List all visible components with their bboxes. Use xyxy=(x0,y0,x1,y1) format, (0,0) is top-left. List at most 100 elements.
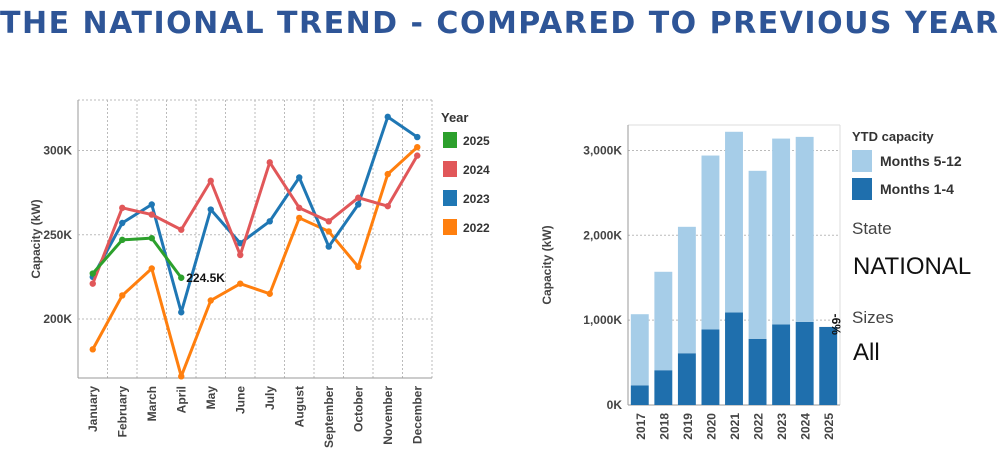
legend-swatch-months-5-12 xyxy=(852,150,872,172)
point-2024-november xyxy=(384,202,391,210)
point-2023-october xyxy=(355,201,362,208)
x-tick-label: 2017 xyxy=(634,413,648,440)
bar-2021-months-1-4 xyxy=(725,312,743,405)
point-2022-august xyxy=(296,214,303,222)
bar-2025-months-1-4 xyxy=(819,326,838,405)
bar-chart-y-ticks: 0K 1,000K 2,000K 3,000K xyxy=(583,143,622,412)
bar-chart-x-ticks: 2017 2018 2019 2020 2021 2022 2023 2024 2025 xyxy=(634,413,836,440)
y-tick-label: 250K xyxy=(43,228,72,242)
series-line-2024 xyxy=(91,154,419,285)
bar-chart-y-axis-title: Capacity (kW) xyxy=(540,225,554,304)
point-2024-september xyxy=(325,218,332,225)
bar-2023-months-5-12 xyxy=(772,138,791,325)
point-2024-march xyxy=(148,211,155,218)
point-2023-june xyxy=(237,240,244,247)
x-tick-label: 2021 xyxy=(728,413,742,440)
x-tick-label: 2025 xyxy=(822,413,836,440)
point-2022-january xyxy=(89,346,96,353)
point-2023-september xyxy=(325,243,332,250)
x-tick-label: 2018 xyxy=(657,413,671,440)
bar-chart-gridlines xyxy=(627,124,841,406)
x-tick-label: August xyxy=(292,386,306,427)
bar-2017-months-1-4 xyxy=(630,385,649,405)
x-tick-label: October xyxy=(351,386,365,432)
point-2025-february xyxy=(119,236,126,244)
series-line-2025 xyxy=(91,236,183,279)
legend-label: 2025 xyxy=(463,134,490,148)
point-2023-march xyxy=(148,201,155,208)
point-2023-november xyxy=(384,113,391,121)
point-2024-january xyxy=(89,280,96,287)
bar-2021-months-5-12 xyxy=(725,131,743,313)
point-2024-august xyxy=(296,204,303,212)
bar-chart-legend: YTD capacity Months 5-12 Months 1-4 xyxy=(852,129,962,200)
point-2024-june xyxy=(237,251,244,259)
legend-swatch-2022 xyxy=(443,219,457,235)
x-tick-label: January xyxy=(86,386,100,432)
point-2023-july xyxy=(266,218,273,225)
x-tick-label: May xyxy=(204,386,218,410)
filter-panel: State NATIONAL Sizes All xyxy=(852,219,971,366)
bar-chart-bars xyxy=(630,131,838,405)
point-2024-december xyxy=(414,152,421,159)
filter-label-state: State xyxy=(852,219,892,238)
x-tick-label: March xyxy=(145,386,159,421)
y-tick-label: 200K xyxy=(43,312,72,326)
point-2022-december xyxy=(414,143,421,151)
x-tick-label: December xyxy=(410,386,424,444)
legend-label: 2024 xyxy=(463,163,490,177)
point-2023-august xyxy=(296,174,303,181)
x-tick-label: February xyxy=(115,386,129,438)
legend-label: 2023 xyxy=(463,192,490,206)
y-tick-label: 3,000K xyxy=(583,143,622,157)
bar-2024-months-5-12 xyxy=(795,136,814,322)
point-2022-february xyxy=(119,292,126,299)
y-tick-label: 300K xyxy=(43,144,72,158)
filter-value-sizes: All xyxy=(853,339,880,366)
point-2022-october xyxy=(355,263,362,270)
bar-2017-months-5-12 xyxy=(630,314,649,386)
point-2022-july xyxy=(266,290,273,297)
point-2022-november xyxy=(384,170,391,178)
y-tick-label: 1,000K xyxy=(583,313,622,327)
filter-value-state: NATIONAL xyxy=(853,253,971,280)
x-tick-label: April xyxy=(174,386,188,413)
legend-label: Months 5-12 xyxy=(880,153,962,169)
legend-label: 2022 xyxy=(463,221,490,235)
legend-swatch-2023 xyxy=(443,190,457,206)
legend-title: Year xyxy=(441,110,468,125)
bar-2020-months-1-4 xyxy=(701,329,720,405)
point-2025-april xyxy=(178,274,185,281)
bar-2020-months-5-12 xyxy=(701,155,720,330)
point-2022-june xyxy=(237,280,244,287)
x-tick-label: 2020 xyxy=(704,413,718,440)
legend-swatch-2024 xyxy=(443,161,457,177)
x-tick-label: September xyxy=(322,386,336,448)
point-2022-may xyxy=(207,297,214,304)
bar-2022-months-1-4 xyxy=(748,338,767,405)
bar-2018-months-5-12 xyxy=(654,271,673,371)
data-label: -6% xyxy=(829,314,843,336)
point-2025-january xyxy=(89,270,96,277)
bar-chart-annotations: -6% xyxy=(829,314,843,336)
x-tick-label: July xyxy=(263,386,277,410)
point-2023-february xyxy=(119,219,126,227)
point-2022-september xyxy=(325,228,332,235)
legend-title: YTD capacity xyxy=(852,129,934,144)
point-2024-may xyxy=(207,177,214,185)
bar-2018-months-1-4 xyxy=(654,370,673,405)
bar-2019-months-5-12 xyxy=(677,226,696,354)
line-chart-y-axis-title: Capacity (kW) xyxy=(29,199,43,278)
page-title: THE NATIONAL TREND - COMPARED TO PREVIOU… xyxy=(0,6,1000,41)
filter-label-sizes: Sizes xyxy=(852,308,894,327)
point-2022-march xyxy=(148,265,155,272)
line-chart-x-ticks: January February March April May June July Augu… xyxy=(86,386,425,448)
line-chart-annotations: 224.5K xyxy=(186,271,225,285)
point-2024-july xyxy=(266,159,273,166)
series-line-2022 xyxy=(91,146,419,378)
point-2022-april xyxy=(178,373,185,380)
point-2024-february xyxy=(119,204,126,212)
point-2023-april xyxy=(178,309,185,316)
y-tick-label: 0K xyxy=(607,398,623,412)
point-2024-april xyxy=(178,226,185,233)
